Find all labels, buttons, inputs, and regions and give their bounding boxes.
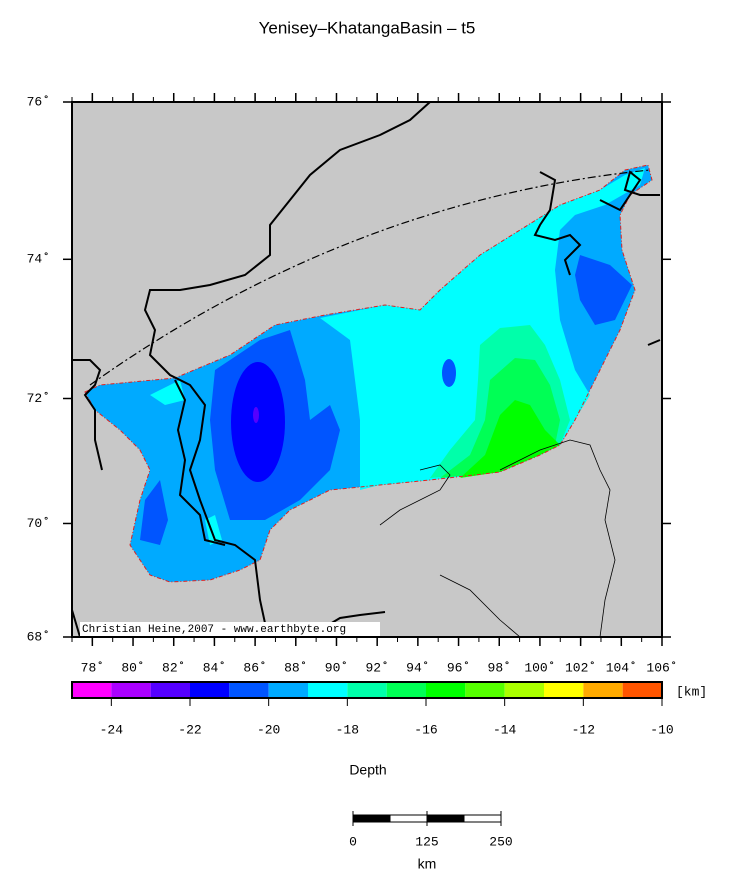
coastline	[174, 379, 226, 546]
lon-label: 106˚	[646, 660, 677, 675]
scale-tick-label: 250	[489, 834, 512, 849]
scale-segment	[352, 814, 391, 823]
colorbar-bin	[544, 682, 584, 698]
colorbar-tick-label: -14	[493, 722, 517, 737]
colorbar-tick-label: -16	[414, 722, 437, 737]
colorbar-bin	[190, 682, 230, 698]
lon-label: 102˚	[565, 660, 596, 675]
lon-label: 98˚	[488, 660, 511, 675]
colorbar-bin	[111, 682, 151, 698]
scale-segment	[389, 814, 428, 823]
colorbar-bin	[426, 682, 466, 698]
lon-label: 104˚	[606, 660, 637, 675]
cyan-zone	[150, 380, 222, 545]
colorbar-bin	[72, 682, 112, 698]
scale-segment	[426, 814, 465, 823]
deep-blue-zone	[231, 362, 285, 482]
lon-label: 86˚	[243, 660, 266, 675]
violet-zone	[253, 407, 259, 423]
graticule-arc	[89, 169, 651, 386]
scale-segment	[463, 814, 502, 823]
colorbar-tick-label: -24	[100, 722, 124, 737]
colorbar-frame	[71, 681, 663, 699]
colorbar-tick-label: -12	[572, 722, 595, 737]
lon-label: 82˚	[162, 660, 185, 675]
colorbar-tick-label: -22	[178, 722, 201, 737]
colorbar-bin	[229, 682, 269, 698]
lon-label: 78˚	[81, 660, 104, 675]
lon-label: 88˚	[284, 660, 307, 675]
colorbar-label: Depth	[349, 762, 386, 778]
blue-zone	[442, 359, 456, 387]
colorbar-tick-label: -18	[336, 722, 359, 737]
colorbar-bin	[347, 682, 387, 698]
blue-zone	[140, 255, 632, 545]
lat-label: 68˚	[27, 629, 50, 644]
colorbar-bin	[465, 682, 505, 698]
title: Yenisey–KhatangaBasin – t5	[259, 18, 476, 37]
map: Christian Heine,2007 - www.earthbyte.org	[72, 102, 662, 637]
river	[379, 439, 616, 637]
colorbar-bin	[386, 682, 426, 698]
colorbar-unit: [km]	[676, 684, 707, 699]
map-frame	[71, 101, 663, 638]
lon-label: 84˚	[203, 660, 226, 675]
colorbar-tick-label: -20	[257, 722, 280, 737]
credit: Christian Heine,2007 - www.earthbyte.org	[82, 624, 346, 636]
credit-background	[80, 622, 380, 636]
colorbar-bin	[622, 682, 662, 698]
lat-label: 70˚	[27, 516, 50, 531]
lon-label: 92˚	[365, 660, 388, 675]
scale-tick-label: 0	[349, 834, 357, 849]
lon-label: 90˚	[325, 660, 348, 675]
scale-tick-label: 125	[415, 834, 438, 849]
lon-label: 100˚	[524, 660, 555, 675]
bright-green-zone	[460, 400, 560, 478]
colorbar-bin	[268, 682, 308, 698]
colorbar-bin	[583, 682, 623, 698]
basin-outline	[84, 164, 653, 583]
scale-unit: km	[418, 856, 437, 872]
colorbar-bin	[504, 682, 544, 698]
colorbar-bin	[308, 682, 348, 698]
lon-label: 96˚	[447, 660, 470, 675]
lat-label: 76˚	[27, 94, 50, 109]
coastline	[143, 102, 431, 637]
lat-label: 74˚	[27, 252, 50, 267]
lon-label: 94˚	[406, 660, 429, 675]
lat-label: 72˚	[27, 391, 50, 406]
colorbar-tick-label: -10	[650, 722, 673, 737]
coastline	[72, 170, 661, 637]
colorbar-bin	[150, 682, 190, 698]
lon-label: 80˚	[121, 660, 144, 675]
